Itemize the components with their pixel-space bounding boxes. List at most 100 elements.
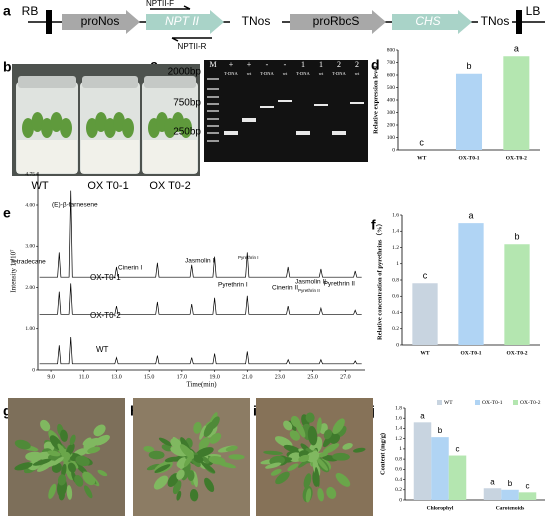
y-tick-label: 200 (387, 122, 396, 128)
leaf (87, 446, 101, 454)
leaf (200, 461, 216, 473)
leaf (342, 443, 353, 450)
construct-arrow (290, 10, 386, 34)
leaf (32, 458, 52, 466)
leaf (61, 451, 71, 463)
x-tick-label: OX-T0-1 (458, 155, 479, 161)
trace-label: OX-T0-2 (90, 311, 121, 320)
y-tick-label: 0 (399, 497, 402, 503)
ladder-band (207, 96, 219, 98)
x-tick-label: WT (417, 155, 427, 161)
leaf (167, 473, 179, 488)
leaf (52, 456, 64, 466)
gel-band (296, 131, 310, 135)
y-tick-label: 300 (387, 110, 396, 116)
bar (518, 492, 537, 500)
leaf (209, 432, 222, 444)
leaf (66, 485, 73, 500)
lane-sublabel: wt (247, 71, 252, 76)
peak-label: Pyrethrin I (238, 255, 259, 260)
leaf (75, 455, 90, 467)
construct-label: proRbcS (313, 14, 360, 28)
leaf (275, 471, 290, 485)
construct-label: TNos (242, 14, 271, 28)
primer-label: NPTII-F (146, 0, 174, 8)
significance-letter: a (468, 211, 473, 221)
leaf (193, 421, 202, 434)
leaf (153, 475, 169, 490)
y-tick-label: 0.8 (392, 277, 399, 283)
leaf (143, 446, 155, 453)
gel-band (350, 102, 364, 104)
ladder-band (207, 110, 219, 112)
peak-label: (E)-β-farnesene (52, 202, 98, 209)
trace (39, 190, 362, 278)
y-tick-label: 4.75 (25, 171, 35, 177)
border-bar (46, 10, 52, 34)
leaf (47, 450, 61, 457)
construct-arrow (392, 10, 472, 34)
leaf (269, 455, 285, 466)
legend-label: WT (444, 400, 453, 406)
y-tick-label: 400 (387, 97, 396, 103)
leaf (332, 418, 345, 435)
leaf (316, 457, 329, 471)
leaf (93, 424, 106, 437)
trace (39, 336, 362, 365)
legend-label: OX-T0-2 (520, 400, 541, 406)
x-tick-label: 21.0 (242, 374, 253, 380)
leaf (274, 436, 293, 448)
leaf (158, 437, 173, 447)
peak-label: Jasmolin I (185, 258, 214, 265)
panel-label: b (3, 59, 12, 75)
significance-letter: c (526, 481, 530, 490)
bar (503, 56, 530, 150)
legend-swatch (437, 400, 442, 405)
panel-label: f (371, 217, 376, 233)
peak-label: Pyrethrin I (218, 282, 248, 289)
gel-band (224, 131, 238, 135)
leaf (303, 473, 312, 489)
leaf (335, 472, 351, 487)
medium (17, 140, 77, 173)
x-tick-label: 9.0 (47, 374, 55, 380)
leaf (228, 454, 245, 460)
leaf (326, 486, 337, 499)
lane-sublabel: T-DNA (332, 71, 346, 76)
leaf (210, 416, 220, 429)
leaf (193, 454, 204, 463)
leaf (84, 485, 93, 499)
leaf (97, 469, 108, 477)
legend-label: OX-T0-1 (482, 400, 503, 406)
y-tick-label: 1 (399, 446, 402, 452)
plantlet (113, 112, 125, 132)
ladder-band (207, 132, 219, 134)
ladder-band (207, 140, 219, 142)
construct-label: TNos (481, 14, 510, 28)
leaf (317, 487, 324, 502)
terminator (478, 13, 512, 31)
lane-label: + (229, 60, 234, 69)
y-tick-label: 800 (387, 47, 396, 53)
y-tick-label: 100 (387, 135, 396, 141)
panel-label: e (3, 205, 11, 221)
medium (143, 140, 197, 173)
panel-label: d (371, 57, 380, 73)
trace (39, 283, 362, 315)
y-axis-label: Content (mg/g) (379, 433, 386, 475)
peak-label: Jasmolin II (295, 279, 326, 286)
ladder-band (207, 118, 219, 120)
significance-letter: a (420, 411, 425, 420)
leaf (305, 412, 315, 423)
leaf (40, 419, 51, 432)
x-tick-label: 13.0 (111, 374, 122, 380)
construct-label: RB (22, 4, 39, 18)
x-tick-label: Chlorophyl (427, 505, 454, 511)
lane-sublabel: wt (355, 71, 360, 76)
y-tick-label: 0 (392, 147, 395, 153)
y-tick-label: 2.00 (25, 285, 35, 291)
terminator (230, 13, 282, 31)
leaf (283, 420, 293, 431)
leaf (295, 420, 306, 438)
